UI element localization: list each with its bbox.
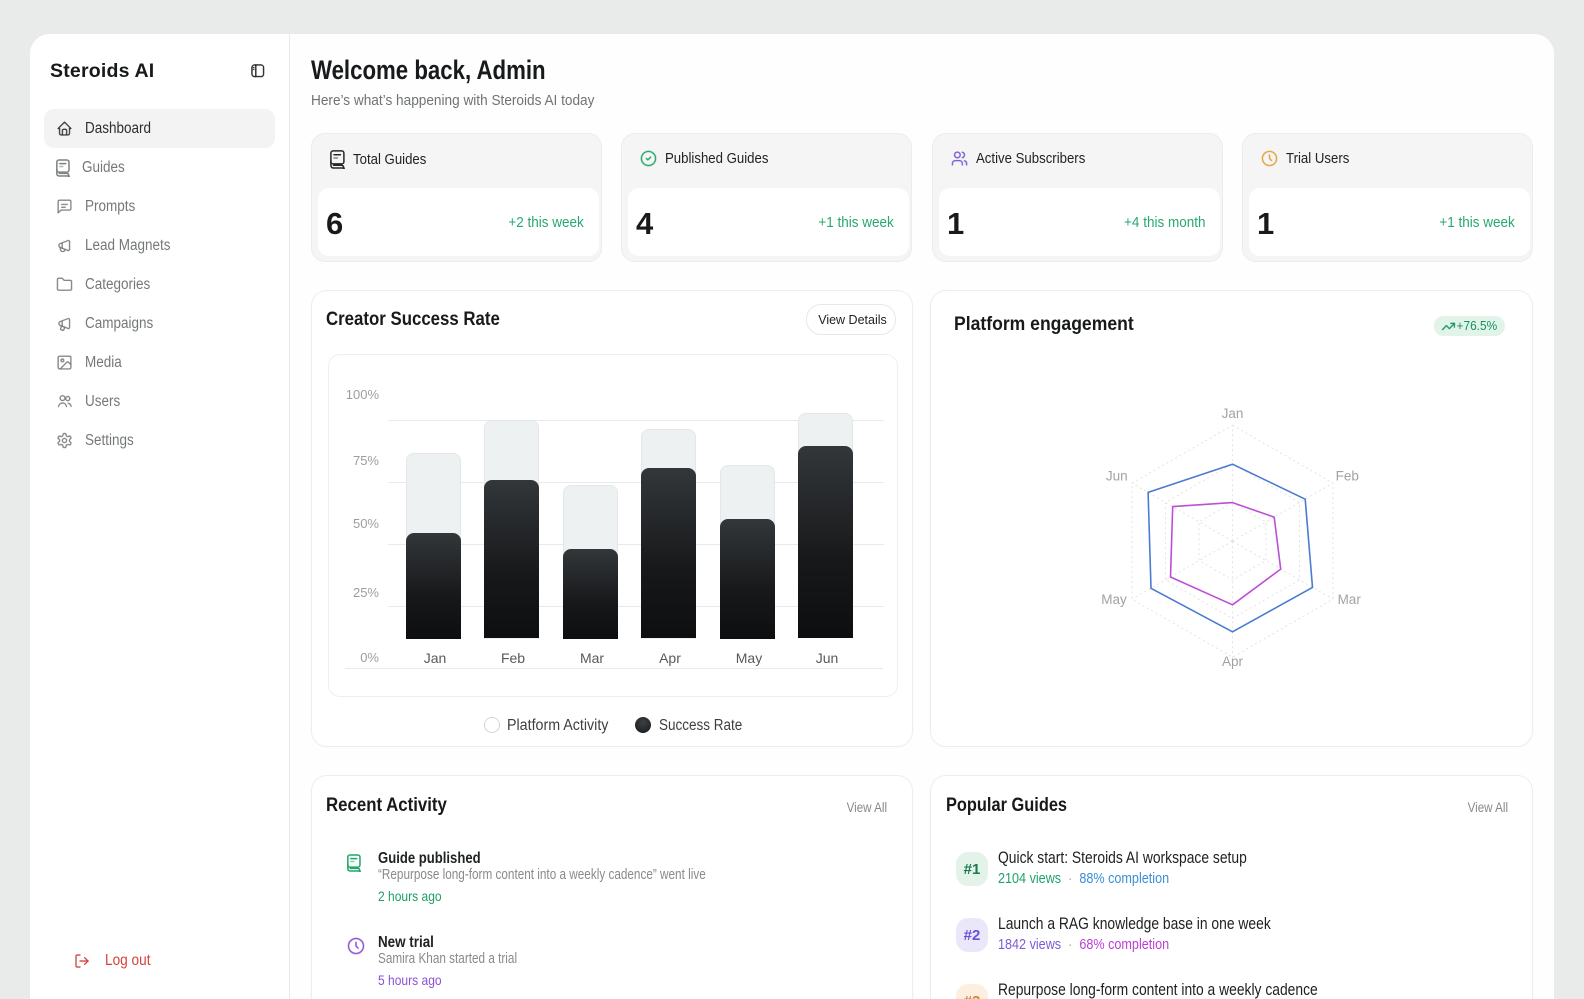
svg-text:May: May: [1101, 592, 1127, 607]
svg-text:Mar: Mar: [1338, 592, 1362, 607]
svg-text:Apr: Apr: [1222, 654, 1244, 669]
svg-text:Feb: Feb: [1336, 469, 1359, 484]
svg-text:Jun: Jun: [1106, 469, 1128, 484]
svg-text:Jan: Jan: [1222, 406, 1244, 421]
